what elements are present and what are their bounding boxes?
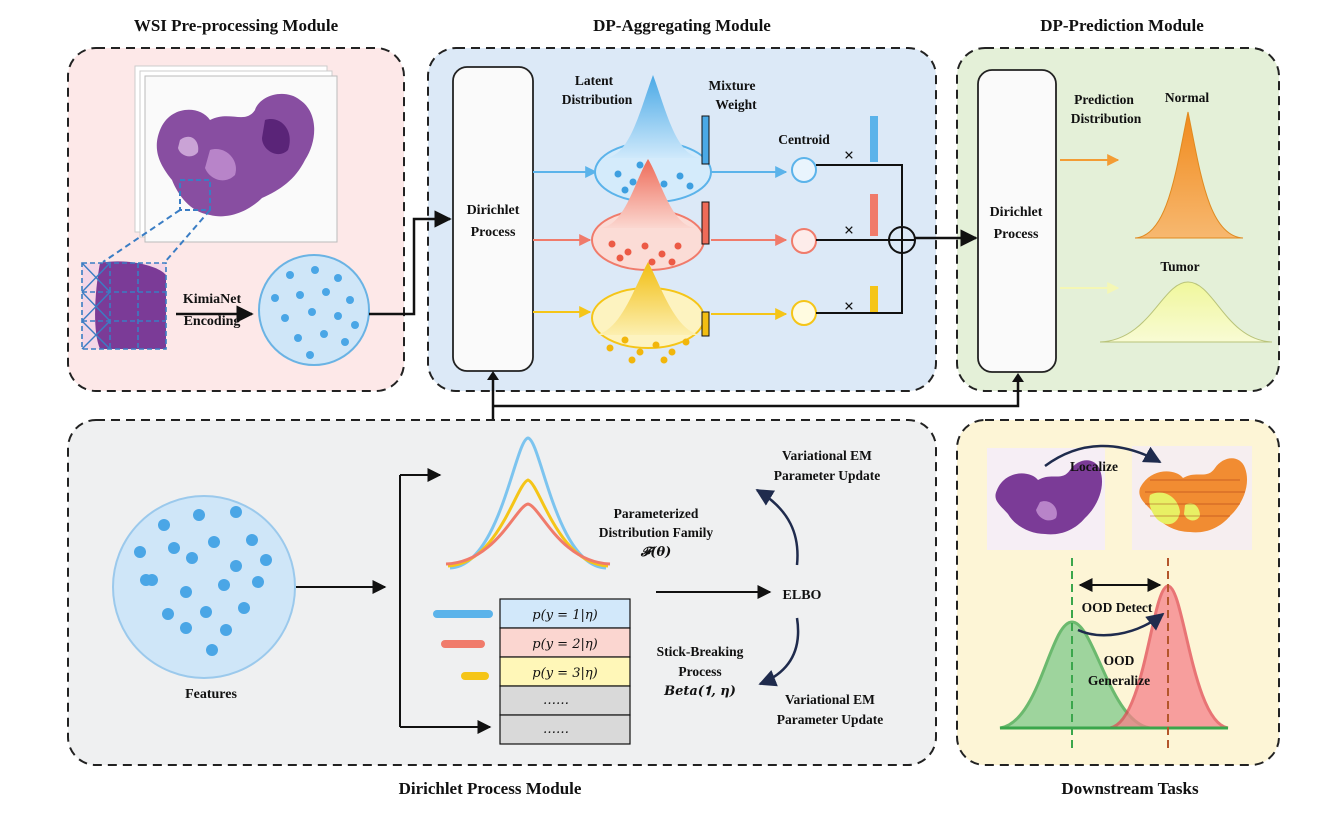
em-bottom-label-2: Parameter Update: [777, 712, 884, 727]
mixture-label-1: Mixture: [709, 78, 756, 93]
patch-grid: [81, 261, 167, 350]
ood-curves: [999, 558, 1229, 748]
cluster-yellow: ×: [533, 262, 878, 364]
table-row: p(y = 1|η): [532, 608, 597, 623]
slide-thumbnail-localized: [1132, 446, 1252, 550]
slide-thumbnail-original: [987, 448, 1105, 550]
dirichlet-module: Dirichlet Process Module Features Parame…: [67, 419, 937, 798]
dp-block-prediction: [977, 69, 1057, 373]
tumor-distribution: [1099, 281, 1273, 343]
param-family-label-3: 𝓕(𝜽): [640, 545, 672, 560]
elbo-label: ELBO: [783, 588, 822, 603]
prediction-dist-label-1: Prediction: [1074, 92, 1134, 107]
kimianet-label: KimiaNet: [183, 292, 242, 307]
prediction-module: DP-Prediction Module Dirichlet Process P…: [956, 16, 1280, 392]
param-family-label-1: Parameterized: [614, 506, 699, 521]
latent-label-2: Distribution: [562, 92, 633, 107]
dp-prediction-label-1: Dirichlet: [990, 205, 1043, 220]
aggregation-lines: [816, 164, 916, 314]
centroid-label: Centroid: [778, 132, 830, 147]
prediction-dist-label-2: Distribution: [1071, 111, 1142, 126]
prediction-module-title: DP-Prediction Module: [1040, 16, 1204, 35]
stick-label-3: 𝑩𝒆𝒕𝒂(𝟏, 𝜼): [663, 684, 736, 699]
wsi-module-title: WSI Pre-processing Module: [134, 16, 339, 35]
table-row: p(y = 2|η): [532, 637, 597, 652]
features-circle: [112, 495, 296, 679]
stick-breaking-table: p(y = 1|η) p(y = 2|η) p(y = 3|η) …… ……: [433, 598, 631, 745]
em-top-label-2: Parameter Update: [774, 468, 881, 483]
dirichlet-module-title: Dirichlet Process Module: [399, 779, 582, 798]
ood-detect-label: OOD Detect: [1082, 600, 1153, 615]
param-family-label-2: Distribution Family: [599, 525, 714, 540]
downstream-module: Downstream Tasks Localize: [956, 419, 1280, 798]
stick-label-2: Process: [678, 664, 721, 679]
em-top-label-1: Variational EM: [782, 448, 872, 463]
dp-block-aggregating: [452, 66, 534, 372]
multiply-yellow: ×: [844, 296, 854, 316]
encoding-label: Encoding: [184, 314, 241, 329]
aggregating-module-title: DP-Aggregating Module: [593, 16, 771, 35]
wsi-module: WSI Pre-processing Module: [67, 16, 405, 392]
cluster-red: ×: [533, 159, 878, 271]
localize-arrow: [1044, 444, 1162, 468]
mixture-label-2: Weight: [715, 97, 757, 112]
ood-generalize-label-1: OOD: [1104, 653, 1135, 668]
encoded-feature-circle: [258, 254, 370, 366]
table-row: ……: [543, 722, 569, 737]
dp-feedback-arrows: [491, 374, 1020, 420]
localize-label: Localize: [1070, 459, 1118, 474]
table-row: ……: [543, 693, 569, 708]
table-row: p(y = 3|η): [532, 666, 597, 681]
distribution-family-curves: [445, 436, 611, 570]
em-top-arrow: [755, 488, 799, 566]
multiply-blue: ×: [844, 145, 854, 165]
dp-aggregating-label-1: Dirichlet: [467, 203, 520, 218]
normal-distribution: [1134, 111, 1244, 239]
wsi-slide-stack: [134, 65, 338, 243]
tumor-label: Tumor: [1160, 259, 1199, 274]
ood-generalize-label-2: Generalize: [1088, 673, 1150, 688]
em-bottom-label-1: Variational EM: [785, 692, 875, 707]
stick-label-1: Stick-Breaking: [657, 644, 744, 659]
multiply-red: ×: [844, 220, 854, 240]
wsi-to-aggregating-arrow: [369, 210, 452, 316]
latent-label-1: Latent: [575, 73, 614, 88]
dp-prediction-label-2: Process: [994, 227, 1039, 242]
dp-aggregating-label-2: Process: [471, 225, 516, 240]
downstream-title: Downstream Tasks: [1061, 779, 1199, 798]
features-label: Features: [185, 687, 237, 702]
normal-label: Normal: [1165, 90, 1209, 105]
em-bottom-arrow: [758, 617, 800, 687]
aggregating-module: DP-Aggregating Module Dirichlet Process …: [427, 16, 937, 392]
ood-generalize-arrow: [1077, 612, 1165, 637]
